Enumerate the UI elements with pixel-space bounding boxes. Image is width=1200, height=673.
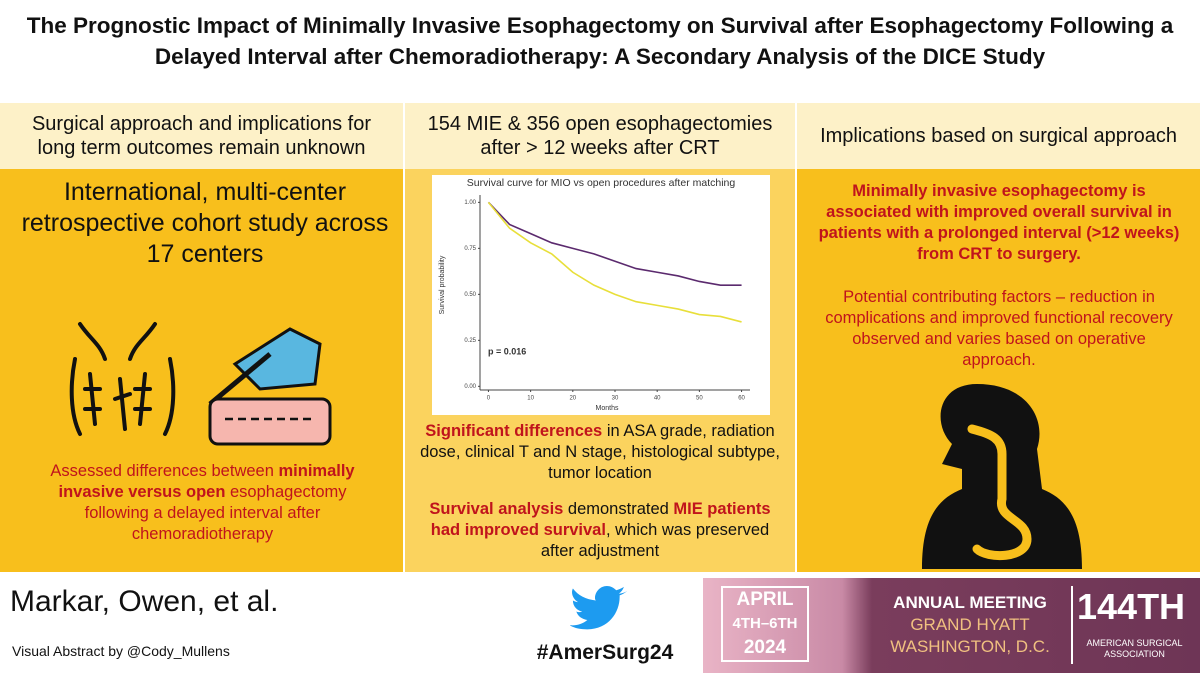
dates: APRIL 4TH–6TH 2024 <box>721 586 809 662</box>
date-line: APRIL <box>736 589 794 610</box>
middle-heading: 154 MIE & 356 open esophagectomies after… <box>405 103 795 169</box>
meeting-banner: APRIL 4TH–6TH 2024 ANNUAL MEETING GRAND … <box>703 578 1200 673</box>
y-tick-label: 0.75 <box>464 246 476 252</box>
conclusion-text: Minimally invasive esophagectomy is asso… <box>818 182 1180 263</box>
x-tick-label: 50 <box>696 396 703 402</box>
authors: Markar, Owen, et al. <box>10 585 279 618</box>
org-line: ASSOCIATION <box>1104 649 1165 659</box>
emphasis: MIE patients had improved survival <box>430 500 771 539</box>
conclusion: Minimally invasive esophagectomy is asso… <box>815 181 1183 265</box>
y-axis-label: Survival probability <box>439 255 446 314</box>
emphasis: Significant differences <box>425 422 603 440</box>
edition: 144TH <box>1077 586 1186 627</box>
survival-line <box>487 201 742 323</box>
credit: Visual Abstract by @Cody_Mullens <box>12 643 230 659</box>
x-tick-label: 30 <box>612 396 619 402</box>
right-panel: Minimally invasive esophagectomy is asso… <box>797 169 1200 572</box>
chart-background <box>432 175 770 415</box>
meeting-line: ANNUAL MEETING <box>893 593 1047 612</box>
differences: Significant differences in ASA grade, ra… <box>420 421 780 484</box>
x-tick-label: 10 <box>527 396 534 402</box>
meeting-line: GRAND HYATT <box>910 615 1030 634</box>
title: The Prognostic Impact of Minimally Invas… <box>26 13 1174 69</box>
hashtag: #AmerSurg24 <box>536 641 674 664</box>
factors-text: Potential contributing factors – reducti… <box>825 288 1173 369</box>
factors: Potential contributing factors – reducti… <box>815 287 1183 371</box>
text: in ASA grade, radiation dose, clinical T… <box>420 422 780 482</box>
y-tick-label: 0.50 <box>464 292 476 298</box>
aim-note: Assessed differences between minimally i… <box>25 461 380 545</box>
x-tick-label: 40 <box>654 396 661 402</box>
x-tick-label: 60 <box>738 396 745 402</box>
right-heading: Implications based on surgical approach <box>797 103 1200 169</box>
date-line: 4TH–6TH <box>732 615 798 632</box>
survival-analysis: Survival analysis demonstrated MIE patie… <box>420 499 780 562</box>
x-axis-label: Months <box>596 405 619 412</box>
note-text: Assessed differences between <box>50 462 279 480</box>
surgery-icons <box>69 322 332 446</box>
chart-title: Survival curve for MIO vs open procedure… <box>467 177 736 189</box>
esophagus-icon <box>922 384 1082 569</box>
p-value: p = 0.016 <box>488 346 526 356</box>
emphasis: Survival analysis <box>429 500 564 518</box>
date-line: 2024 <box>743 637 787 658</box>
note-text: esophagectomy following a delayed interv… <box>84 483 347 543</box>
twitter-icon <box>570 586 628 630</box>
left-heading: Surgical approach and implications for l… <box>0 103 403 169</box>
meeting: ANNUAL MEETING GRAND HYATT WASHINGTON, D… <box>875 592 1065 658</box>
meeting-line: WASHINGTON, D.C. <box>890 637 1050 656</box>
org-line: AMERICAN SURGICAL <box>1086 638 1183 648</box>
text: , which was preserved after adjustment <box>540 521 770 560</box>
text: demonstrated <box>563 500 674 518</box>
x-tick-label: 0 <box>487 396 491 402</box>
x-tick-label: 20 <box>569 396 576 402</box>
organization: AMERICAN SURGICAL ASSOCIATION <box>1077 638 1192 660</box>
divider <box>1071 586 1073 664</box>
y-tick-label: 0.00 <box>464 384 476 390</box>
survival-line <box>487 201 742 286</box>
left-panel: International, multi-center retrospectiv… <box>0 169 403 572</box>
y-tick-label: 0.25 <box>464 338 476 344</box>
study-design: International, multi-center retrospectiv… <box>21 178 389 268</box>
y-tick-label: 1.00 <box>464 200 476 206</box>
survival-chart: Survival curve for MIO vs open procedure… <box>432 175 770 415</box>
note-emphasis: minimally invasive versus open <box>58 462 355 501</box>
